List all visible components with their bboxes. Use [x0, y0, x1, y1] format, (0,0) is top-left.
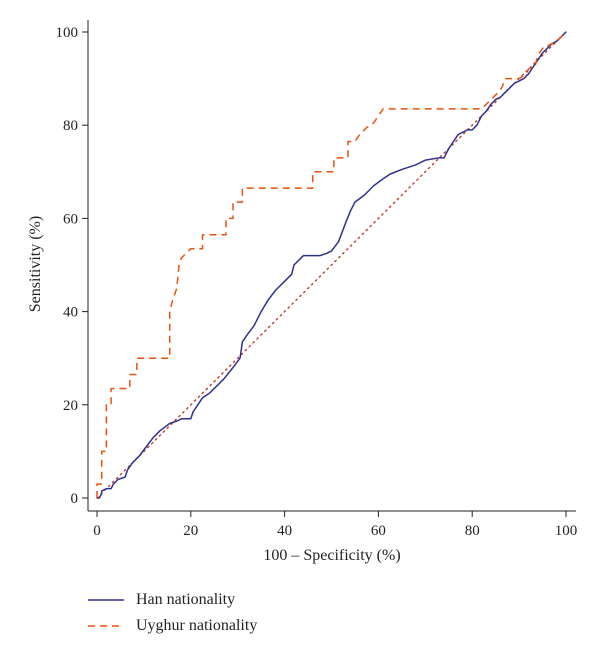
y-tick-label: 60 [63, 211, 78, 227]
axes [87, 20, 576, 512]
y-tick-label: 20 [63, 398, 78, 414]
x-tick-label: 20 [183, 523, 198, 539]
y-tick-label: 100 [56, 25, 79, 41]
legend: Han nationality Uyghur nationality [88, 588, 257, 640]
y-axis-title: Sensitivity (%) [27, 216, 44, 312]
legend-swatch-uyghur [88, 625, 124, 627]
legend-label-han: Han nationality [136, 591, 236, 608]
series-line-uyghur [96, 31, 567, 498]
x-tick-label: 0 [93, 523, 101, 539]
x-tick-label: 80 [465, 523, 480, 539]
y-tick-label: 80 [63, 118, 78, 134]
y-tick-label: 0 [71, 491, 79, 507]
reference-diagonal-line [96, 31, 567, 499]
x-tick-label: 40 [277, 523, 292, 539]
legend-swatch-han [88, 599, 124, 601]
roc-chart: 0 20 40 60 80 100 0 20 40 60 80 100 100 – Specifici… [27, 20, 578, 564]
legend-item-han: Han nationality [88, 588, 257, 612]
x-tick-label: 60 [371, 523, 386, 539]
y-tick-label: 40 [63, 305, 78, 321]
plot-area [96, 31, 567, 499]
x-tick-label: 100 [555, 523, 578, 539]
ticks: 0 20 40 60 80 100 0 20 40 60 80 100 [56, 25, 578, 539]
legend-label-uyghur: Uyghur nationality [136, 617, 258, 634]
x-axis-title: 100 – Specificity (%) [263, 547, 400, 564]
series-line-han [97, 31, 567, 499]
legend-item-uyghur: Uyghur nationality [88, 614, 257, 638]
